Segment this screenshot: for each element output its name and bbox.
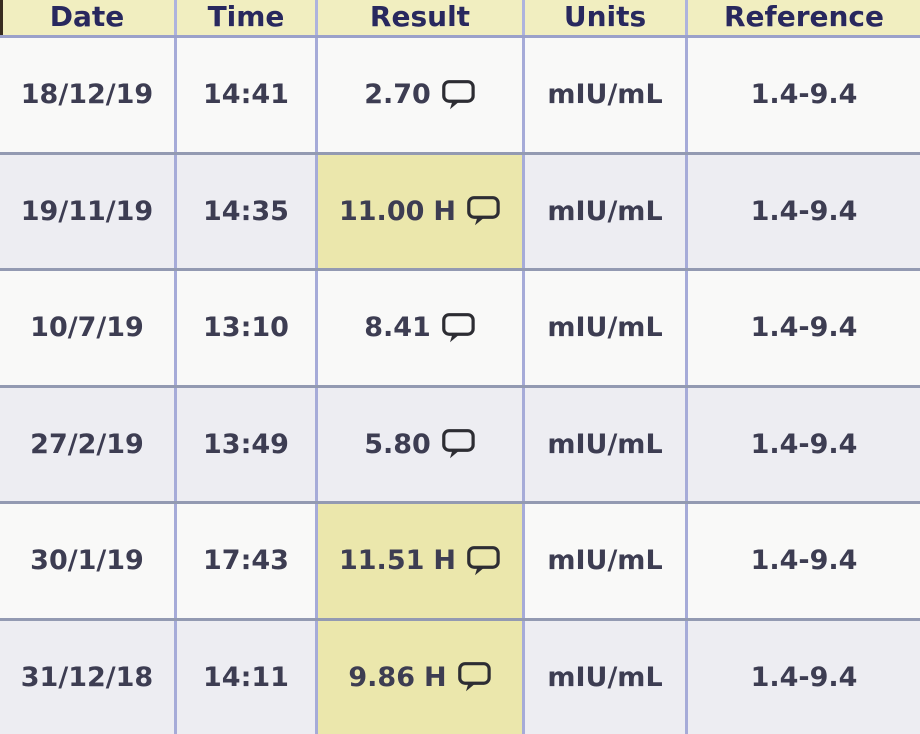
table-row: 31/12/18 14:11 9.86 H mIU/mL 1.4-9.4 xyxy=(0,620,920,734)
column-header-result: Result xyxy=(318,0,525,35)
table-header-row: Date Time Result Units Reference xyxy=(0,0,920,38)
cell-time: 13:10 xyxy=(177,271,318,385)
comment-bubble-icon[interactable] xyxy=(440,312,476,344)
high-flag: H xyxy=(424,661,447,693)
comment-bubble-icon[interactable] xyxy=(456,661,492,693)
column-header-reference: Reference xyxy=(723,0,885,33)
high-flag: H xyxy=(433,545,456,577)
cell-time: 14:11 xyxy=(177,620,318,734)
cell-units: mIU/mL xyxy=(525,38,688,152)
cell-reference: 1.4-9.4 xyxy=(750,79,858,111)
header-left-edge xyxy=(0,0,3,35)
result-value: 9.86 xyxy=(348,661,415,693)
cell-reference: 1.4-9.4 xyxy=(750,312,858,344)
table-row: 18/12/19 14:41 2.70 mIU/mL 1.4-9.4 xyxy=(0,38,920,155)
cell-date: 31/12/18 xyxy=(0,620,177,734)
table-row: 10/7/19 13:10 8.41 mIU/mL 1.4-9.4 xyxy=(0,271,920,388)
cell-units: mIU/mL xyxy=(525,271,688,385)
column-header-units: Units xyxy=(525,0,688,35)
cell-reference: 1.4-9.4 xyxy=(750,195,858,227)
cell-date: 10/7/19 xyxy=(0,271,177,385)
cell-units: mIU/mL xyxy=(525,387,688,501)
cell-result: 5.80 xyxy=(318,387,525,501)
table-row: 30/1/19 17:43 11.51 H mIU/mL 1.4-9.4 xyxy=(0,504,920,621)
cell-date: 27/2/19 xyxy=(0,387,177,501)
cell-time: 14:41 xyxy=(177,38,318,152)
result-value: 11.51 xyxy=(338,545,425,577)
result-value: 2.70 xyxy=(364,79,431,111)
table-body: 18/12/19 14:41 2.70 mIU/mL 1.4-9.4 19/11… xyxy=(0,38,920,734)
column-header-date: Date xyxy=(0,0,177,35)
cell-date: 18/12/19 xyxy=(0,38,177,152)
column-header-time: Time xyxy=(177,0,318,35)
cell-result: 8.41 xyxy=(318,271,525,385)
comment-bubble-icon[interactable] xyxy=(440,79,476,111)
comment-bubble-icon[interactable] xyxy=(465,195,501,227)
cell-units: mIU/mL xyxy=(525,620,688,734)
cell-date: 19/11/19 xyxy=(0,154,177,268)
cell-units: mIU/mL xyxy=(525,504,688,618)
cell-time: 13:49 xyxy=(177,387,318,501)
cell-reference: 1.4-9.4 xyxy=(750,545,858,577)
cell-time: 17:43 xyxy=(177,504,318,618)
high-flag: H xyxy=(433,195,456,227)
table-row: 19/11/19 14:35 11.00 H mIU/mL 1.4-9.4 xyxy=(0,154,920,271)
result-value: 8.41 xyxy=(364,312,431,344)
cell-reference: 1.4-9.4 xyxy=(750,428,858,460)
cell-result: 9.86 H xyxy=(318,620,525,734)
cell-units: mIU/mL xyxy=(525,154,688,268)
comment-bubble-icon[interactable] xyxy=(465,545,501,577)
cell-result: 11.51 H xyxy=(318,504,525,618)
cell-reference: 1.4-9.4 xyxy=(750,661,858,693)
result-value: 11.00 xyxy=(338,195,425,227)
table-row: 27/2/19 13:49 5.80 mIU/mL 1.4-9.4 xyxy=(0,387,920,504)
cell-result: 11.00 H xyxy=(318,154,525,268)
cell-date: 30/1/19 xyxy=(0,504,177,618)
result-value: 5.80 xyxy=(364,428,431,460)
cell-time: 14:35 xyxy=(177,154,318,268)
cell-result: 2.70 xyxy=(318,38,525,152)
comment-bubble-icon[interactable] xyxy=(440,428,476,460)
